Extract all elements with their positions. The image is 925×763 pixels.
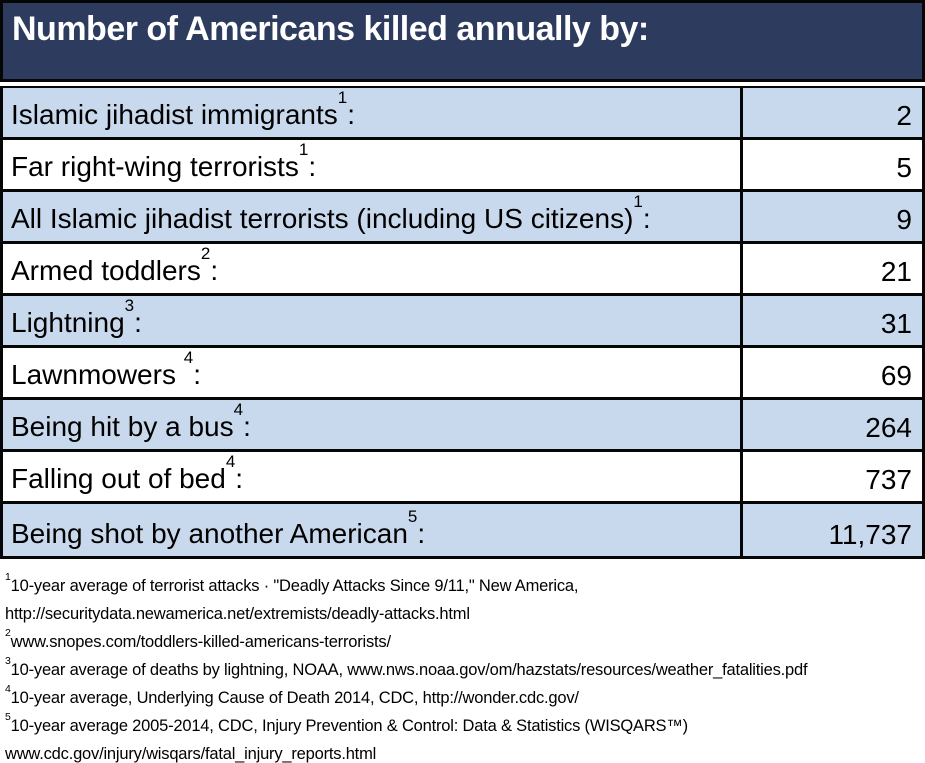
footnote: 310-year average of deaths by lightning,… xyxy=(5,654,919,684)
footnote-line: 510-year average 2005-2014, CDC, Injury … xyxy=(5,710,919,740)
title-bar: Number of Americans killed annually by: xyxy=(0,0,925,82)
footnote: 110-year average of terrorist attacks · … xyxy=(5,570,919,628)
death-count: 9 xyxy=(896,204,912,235)
cause-label-cell: Lightning3: xyxy=(3,296,743,345)
footnote-line: 2www.snopes.com/toddlers-killed-american… xyxy=(5,626,919,656)
cause-label-text: All Islamic jihadist terrorists (includi… xyxy=(11,203,634,234)
cause-label-cell: All Islamic jihadist terrorists (includi… xyxy=(3,192,743,241)
footnote-marker: 4 xyxy=(233,400,244,419)
cause-label: Being shot by another American5: xyxy=(11,508,426,550)
cause-label-text: Far right-wing terrorists xyxy=(11,151,299,182)
cause-label: Far right-wing terrorists1: xyxy=(11,141,317,183)
cause-label-cell: Being shot by another American5: xyxy=(3,504,743,556)
cause-label-cell: Being hit by a bus4: xyxy=(3,400,743,449)
table-row: Being hit by a bus4: 264 xyxy=(3,400,922,452)
footnote-line: http://securitydata.newamerica.net/extre… xyxy=(5,605,470,623)
table-row: Islamic jihadist immigrants1: 2 xyxy=(3,88,922,140)
footnote-number: 3 xyxy=(5,654,11,667)
footnote: 510-year average 2005-2014, CDC, Injury … xyxy=(5,710,919,763)
footnotes: 110-year average of terrorist attacks · … xyxy=(0,559,925,763)
cause-label-colon: : xyxy=(134,307,142,338)
cause-label-colon: : xyxy=(243,411,251,442)
cause-label-text: Being hit by a bus xyxy=(11,411,234,442)
table-row: All Islamic jihadist terrorists (includi… xyxy=(3,192,922,244)
death-count: 5 xyxy=(896,152,912,183)
cause-label-cell: Falling out of bed4: xyxy=(3,452,743,501)
footnote-marker: 3 xyxy=(124,296,135,315)
footnote: 410-year average, Underlying Cause of De… xyxy=(5,682,919,712)
footnote-marker: 4 xyxy=(183,348,194,367)
cause-label-colon: : xyxy=(417,518,426,549)
cause-label-colon: : xyxy=(308,151,317,182)
footnote-line: www.cdc.gov/injury/wisqars/fatal_injury_… xyxy=(5,745,377,763)
cause-label-colon: : xyxy=(235,463,244,494)
footnote-marker: 1 xyxy=(337,88,348,107)
cause-label-text: Lightning xyxy=(11,307,125,338)
table-row: Falling out of bed4: 737 xyxy=(3,452,922,504)
footnote-line: 410-year average, Underlying Cause of De… xyxy=(5,682,919,712)
table-row: Far right-wing terrorists1: 5 xyxy=(3,140,922,192)
cause-label-text: Islamic jihadist immigrants xyxy=(11,99,338,130)
footnote-text: www.snopes.com/toddlers-killed-americans… xyxy=(10,633,391,651)
cause-label-text: Falling out of bed xyxy=(11,463,226,494)
table-row: Armed toddlers2: 21 xyxy=(3,244,922,296)
cause-label: Being hit by a bus4: xyxy=(11,401,251,443)
cause-label-colon: : xyxy=(210,255,219,286)
table-row: Lightning3: 31 xyxy=(3,296,922,348)
cause-label: Falling out of bed4: xyxy=(11,453,244,495)
footnote-number: 5 xyxy=(5,710,11,723)
cause-label: Islamic jihadist immigrants1: xyxy=(11,89,355,131)
page-title: Number of Americans killed annually by: xyxy=(12,10,649,48)
footnote-marker: 1 xyxy=(298,140,309,159)
footnote-number: 2 xyxy=(5,626,11,639)
cause-label-text: Armed toddlers xyxy=(11,255,201,286)
footnote: 2www.snopes.com/toddlers-killed-american… xyxy=(5,626,919,656)
fatalities-table: Islamic jihadist immigrants1: 2 Far righ… xyxy=(0,86,925,559)
death-count: 737 xyxy=(865,464,912,495)
cause-label-colon: : xyxy=(642,203,651,234)
footnote-line: 310-year average of deaths by lightning,… xyxy=(5,654,919,684)
cause-label: Armed toddlers2: xyxy=(11,245,219,287)
footnote-marker: 2 xyxy=(200,244,211,263)
table-row: Lawnmowers 4: 69 xyxy=(3,348,922,400)
cause-label-cell: Islamic jihadist immigrants1: xyxy=(3,88,743,137)
cause-label-cell: Armed toddlers2: xyxy=(3,244,743,293)
cause-label-colon: : xyxy=(347,99,355,130)
death-count: 31 xyxy=(880,308,912,339)
cause-label: Lightning3: xyxy=(11,297,142,339)
cause-label-colon: : xyxy=(193,359,201,390)
cause-label-text: Being shot by another American xyxy=(11,518,408,549)
footnote-marker: 4 xyxy=(225,452,236,471)
death-count: 21 xyxy=(880,256,912,287)
footnote-text: 10-year average, Underlying Cause of Dea… xyxy=(10,689,579,707)
table-row: Being shot by another American5: 11,737 xyxy=(3,504,922,556)
footnote-text: 10-year average of terrorist attacks · "… xyxy=(10,577,579,595)
footnote-marker: 1 xyxy=(633,192,643,211)
footnote-number: 4 xyxy=(5,682,11,695)
cause-label-cell: Lawnmowers 4: xyxy=(3,348,743,397)
death-count: 69 xyxy=(880,360,912,391)
death-count: 2 xyxy=(896,100,912,131)
death-count: 11,737 xyxy=(828,519,912,550)
death-count: 264 xyxy=(865,412,912,443)
cause-label: All Islamic jihadist terrorists (includi… xyxy=(11,193,651,235)
cause-label-text: Lawnmowers xyxy=(11,359,184,390)
cause-label: Lawnmowers 4: xyxy=(11,349,201,391)
footnote-marker: 5 xyxy=(407,506,418,526)
footnote-text: 10-year average of deaths by lightning, … xyxy=(10,661,808,679)
cause-label-cell: Far right-wing terrorists1: xyxy=(3,140,743,189)
footnote-number: 1 xyxy=(5,570,11,583)
footnote-text: 10-year average 2005-2014, CDC, Injury P… xyxy=(10,717,689,735)
footnote-line: 110-year average of terrorist attacks · … xyxy=(5,570,919,600)
